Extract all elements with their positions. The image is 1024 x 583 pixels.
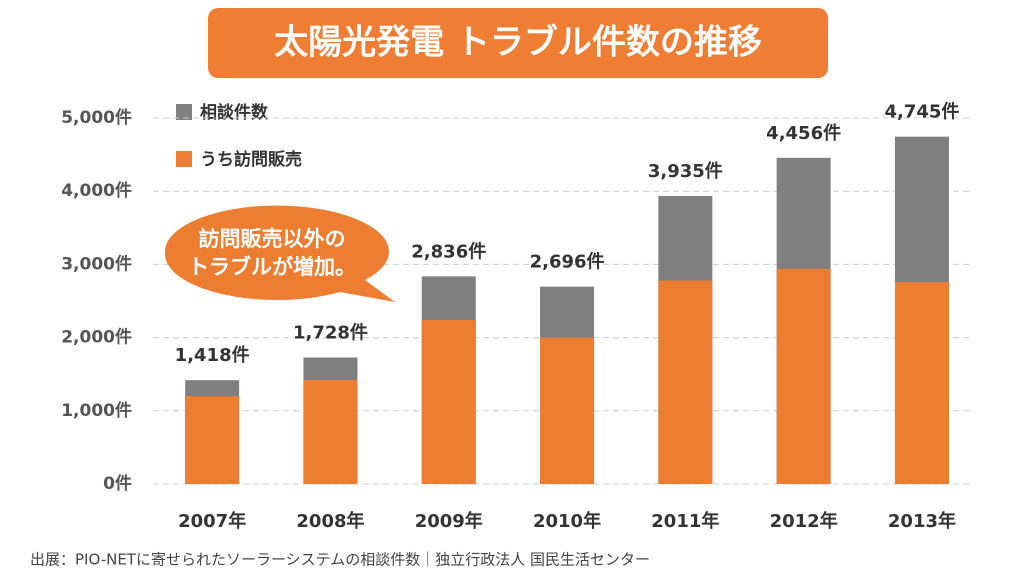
value-label: 4,456件 xyxy=(766,122,841,144)
legend-label: 相談件数 xyxy=(200,102,269,123)
x-tick-label: 2007年 xyxy=(178,510,246,532)
value-label: 2,836件 xyxy=(411,240,486,262)
x-tick-label: 2009年 xyxy=(415,510,483,532)
bar xyxy=(894,281,949,484)
bar xyxy=(185,396,240,484)
value-label: 3,935件 xyxy=(648,160,723,182)
y-tick-label: 2,000件 xyxy=(61,327,132,348)
legend-swatch xyxy=(176,151,192,167)
plot: 0件 1,000件 2,000件 3,000件 4,000件 5,000件 2007年 1,4… xyxy=(61,101,970,532)
bar xyxy=(776,268,831,484)
chart-title: 太陽光発電 トラブル件数の推移 xyxy=(274,23,762,63)
bar xyxy=(540,337,595,484)
x-tick-label: 2012年 xyxy=(770,510,838,532)
x-tick-label: 2013年 xyxy=(888,510,956,532)
y-tick-label: 5,000件 xyxy=(61,107,132,128)
x-tick-label: 2010年 xyxy=(533,510,601,532)
bar xyxy=(658,280,713,484)
bar xyxy=(303,380,358,484)
y-tick-label: 4,000件 xyxy=(61,180,132,201)
legend-swatch xyxy=(176,104,192,120)
legend-label: うち訪問販売 xyxy=(200,149,302,170)
annotation: トラブルが増加。 xyxy=(188,255,356,279)
annotation: 訪問販売以外の xyxy=(199,227,346,251)
y-tick-label: 0件 xyxy=(103,473,132,494)
value-label: 1,728件 xyxy=(293,322,368,344)
value-label: 2,696件 xyxy=(530,251,605,273)
x-tick-label: 2008年 xyxy=(296,510,364,532)
y-tick-label: 3,000件 xyxy=(61,253,132,274)
value-label: 4,745件 xyxy=(884,101,959,123)
bar xyxy=(421,320,476,484)
source: 出展：PIO-NETに寄せられたソーラーシステムの相談件数｜独立行政法人 国民生… xyxy=(30,551,650,569)
callout-bubble xyxy=(164,205,395,302)
y-tick-label: 1,000件 xyxy=(61,400,132,421)
value-label: 1,418件 xyxy=(175,344,250,366)
title-box xyxy=(208,8,828,78)
x-tick-label: 2011年 xyxy=(651,510,719,532)
